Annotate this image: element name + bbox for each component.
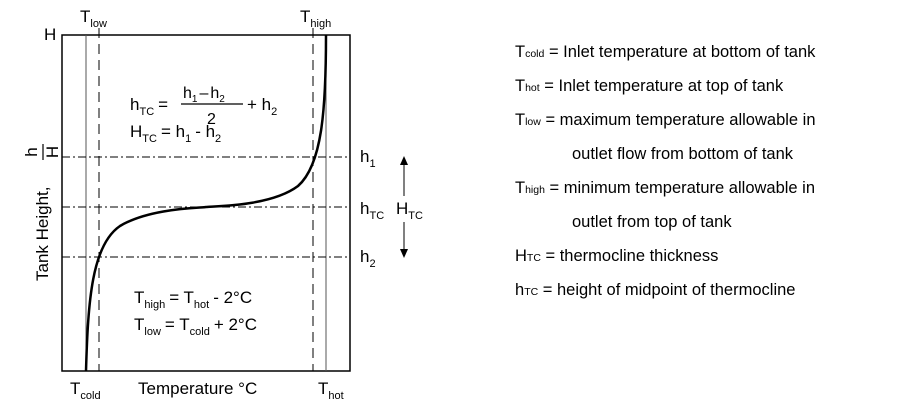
svg-text:+ h2: + h2 [247, 95, 277, 118]
svg-text:h1–h2: h1– h2 [183, 85, 225, 105]
h1-label: h1 [360, 147, 376, 170]
t-hot-label: Thot [318, 379, 344, 402]
legend-item-t-cold: Tcold = Inlet temperature at bottom of t… [515, 43, 816, 61]
t-low-label: Tlow [80, 7, 107, 30]
thermocline-curve [84, 34, 328, 372]
y-axis-label: Tank Height, [33, 187, 52, 282]
svg-text:Tlow= Tcold+ 2°C: Tlow = Tcold + 2°C [134, 315, 257, 338]
legend-item-t-low: Tlow = maximum temperature allowable in [515, 111, 816, 129]
tank-top-label: H [44, 25, 56, 44]
htc-label: hTC [360, 199, 384, 222]
legend-item-t-hot: Thot = Inlet temperature at top of tank [515, 77, 784, 95]
h2-label: h2 [360, 247, 376, 270]
Htc-label: HTC [396, 199, 423, 222]
svg-text:2: 2 [207, 111, 216, 128]
svg-text:Thigh= Thot- 2°C: Thigh = Thot - 2°C [134, 288, 252, 311]
htc-arrow-up-head [400, 156, 408, 165]
y-axis-fraction: h H [22, 144, 62, 160]
y-axis-label-text: Tank Height, [33, 187, 52, 282]
svg-text:HTC= h1- h2: HTC = h1- h2 [130, 122, 221, 145]
y-axis-fraction-num: h [22, 147, 41, 156]
legend-item-t-high: Thigh = minimum temperature allowable in [515, 179, 816, 197]
htc-arrow-down-head [400, 249, 408, 258]
legend-item-htc: hTC = height of midpoint of thermocline [515, 281, 796, 299]
t-high-label: Thigh [300, 7, 331, 30]
equation-t-low: Tlow = Tcold + 2°C [134, 315, 257, 338]
legend-item-t-low-cont: outlet flow from bottom of tank [572, 145, 794, 163]
equation-Htc: HTC = h1- h2 [130, 122, 221, 145]
equation-htc: hTC = h1– h2 2 + h2 [130, 85, 277, 128]
t-cold-label: Tcold [70, 379, 101, 402]
thermocline-diagram: Tank Height, h H H Tlow Thigh Tcold Temp… [22, 7, 423, 402]
y-axis-fraction-den: H [43, 146, 62, 158]
x-axis-label: Temperature °C [138, 379, 257, 398]
svg-text:hTC=: hTC = [130, 95, 168, 118]
legend-item-Htc: HTC = thermocline thickness [515, 247, 719, 265]
legend-item-t-high-cont: outlet from top of tank [572, 213, 732, 231]
equation-t-high: Thigh = Thot - 2°C [134, 288, 252, 311]
tank-outline [61, 34, 351, 372]
